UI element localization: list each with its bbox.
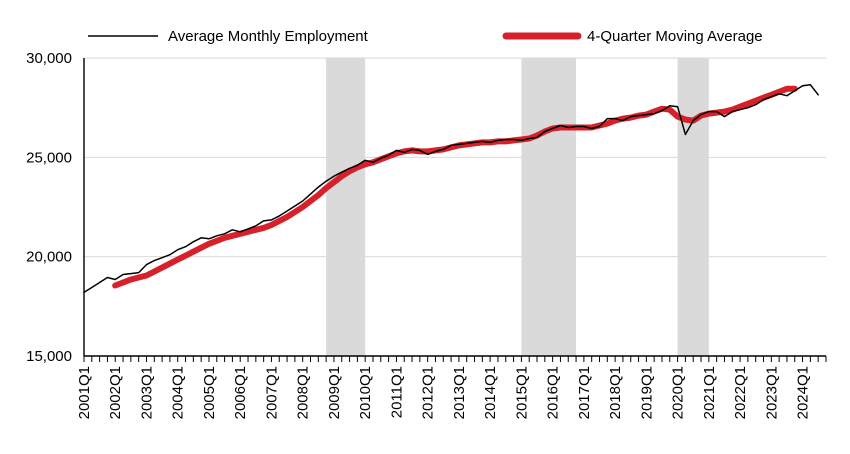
x-tick-label: 2014Q1 xyxy=(482,366,499,419)
x-tick-label: 2017Q1 xyxy=(576,366,593,419)
series-line-monthly xyxy=(83,84,819,294)
x-tick-label: 2020Q1 xyxy=(670,366,687,419)
legend-label-moving: 4-Quarter Moving Average xyxy=(587,28,763,45)
shaded-period-1 xyxy=(326,58,366,356)
x-tick-labels: 2001Q1 2002Q1 2003Q1 2004Q1 2005Q1 2006Q1 2007… xyxy=(76,366,812,419)
recession-shading xyxy=(326,58,709,356)
shaded-period-2 xyxy=(521,58,577,356)
x-tick-label: 2013Q1 xyxy=(451,366,468,419)
x-tick-label: 2002Q1 xyxy=(107,366,124,419)
x-tick-label: 2023Q1 xyxy=(763,366,780,419)
legend-label-monthly: Average Monthly Employment xyxy=(168,28,369,45)
x-tick-label: 2001Q1 xyxy=(76,366,93,419)
x-tick-label: 2012Q1 xyxy=(420,366,437,419)
x-tick-label: 2005Q1 xyxy=(201,366,218,419)
x-tick-label: 2016Q1 xyxy=(545,366,562,419)
y-tick-label: 15,000 xyxy=(26,348,72,365)
x-tick-label: 2006Q1 xyxy=(232,366,249,419)
axes xyxy=(83,58,827,362)
x-tick-label: 2011Q1 xyxy=(388,366,405,418)
x-tick-label: 2022Q1 xyxy=(732,366,749,419)
y-tick-label: 30,000 xyxy=(26,50,72,67)
x-tick-label: 2015Q1 xyxy=(513,366,530,419)
shaded-period-3 xyxy=(677,58,709,356)
y-tick-label: 25,000 xyxy=(26,149,72,166)
x-tick-label: 2003Q1 xyxy=(138,366,155,419)
series-lines xyxy=(83,84,819,294)
y-tick-label: 20,000 xyxy=(26,249,72,266)
x-tick-label: 2018Q1 xyxy=(607,366,624,419)
y-tick-labels: 15,000 20,000 25,000 30,000 xyxy=(26,50,72,365)
x-tick-label: 2008Q1 xyxy=(295,366,312,419)
x-tick-label: 2004Q1 xyxy=(170,366,187,419)
x-tick-label: 2021Q1 xyxy=(701,366,718,419)
x-tick-label: 2010Q1 xyxy=(357,366,374,419)
x-tick-label: 2024Q1 xyxy=(795,366,812,419)
x-tick-label: 2019Q1 xyxy=(638,366,655,419)
x-tick-label: 2009Q1 xyxy=(326,366,343,419)
gridlines xyxy=(84,57,826,258)
legend: Average Monthly Employment 4-Quarter Mov… xyxy=(88,28,763,45)
x-tick-label: 2007Q1 xyxy=(263,366,280,419)
